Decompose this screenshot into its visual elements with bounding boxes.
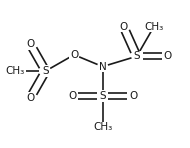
Text: O: O bbox=[119, 22, 128, 32]
Text: O: O bbox=[163, 51, 171, 61]
Text: O: O bbox=[26, 93, 35, 103]
Text: CH₃: CH₃ bbox=[6, 66, 25, 76]
Text: O: O bbox=[70, 50, 78, 60]
Text: CH₃: CH₃ bbox=[144, 22, 164, 32]
Text: S: S bbox=[134, 51, 140, 61]
Text: S: S bbox=[42, 66, 49, 76]
Text: O: O bbox=[26, 39, 35, 49]
Text: CH₃: CH₃ bbox=[93, 122, 112, 132]
Text: O: O bbox=[68, 91, 76, 101]
Text: O: O bbox=[129, 91, 137, 101]
Text: S: S bbox=[99, 91, 106, 101]
Text: N: N bbox=[99, 62, 106, 72]
